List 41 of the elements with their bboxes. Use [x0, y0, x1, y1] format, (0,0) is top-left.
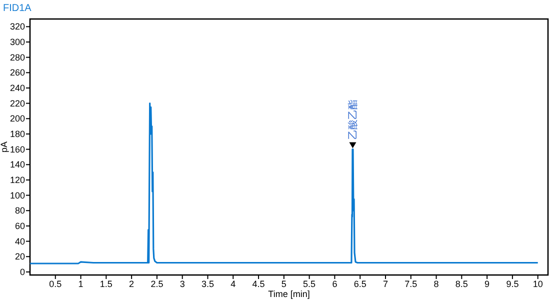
y-tick-label: 20	[14, 252, 25, 262]
x-tick-label: 1.5	[100, 279, 112, 289]
y-tick-label: 140	[10, 160, 25, 170]
y-tick-label: 160	[10, 144, 25, 154]
x-tick-label: 4	[230, 279, 236, 289]
y-tick-label: 280	[10, 52, 25, 62]
y-tick-label: 300	[10, 36, 25, 47]
y-tick-label: 40	[14, 236, 25, 246]
annotation: 乙酸乙酯	[347, 99, 360, 140]
x-axis-title: Time [min]	[268, 289, 310, 299]
x-tick-label: 9	[484, 279, 490, 289]
x-tick-label: 8.5	[455, 279, 468, 289]
x-tick-label: 0.5	[49, 279, 62, 289]
x-tick-label: 5.5	[303, 279, 316, 289]
x-tick-label: 3	[180, 279, 185, 289]
x-tick-label: 2.5	[150, 279, 164, 289]
x-tick-label: 9.5	[506, 279, 519, 289]
x-tick-label: 6	[332, 279, 338, 289]
y-axis-title: pA	[0, 141, 9, 153]
y-tick-label: 100	[10, 190, 25, 200]
y-tick-label: 180	[10, 128, 25, 139]
x-tick-label: 7	[382, 279, 388, 289]
y-tick-label: 60	[14, 220, 25, 231]
x-tick-label: 7.5	[404, 279, 418, 289]
x-tick-label: 1	[78, 279, 84, 289]
x-tick-label: 5	[281, 279, 286, 289]
y-tick-label: 220	[10, 98, 25, 108]
y-tick-label: 80	[14, 206, 25, 216]
y-tick-label: 260	[10, 68, 25, 78]
x-tick-label: 6.5	[354, 279, 366, 289]
y-tick-label: 200	[10, 114, 25, 124]
chart-title: FID1A	[3, 3, 32, 14]
y-tick-label: 240	[10, 82, 25, 93]
x-tick-label: 8	[434, 279, 439, 289]
y-tick-label: 320	[10, 22, 25, 32]
y-tick-label: 0	[20, 266, 25, 277]
x-tick-label: 10	[532, 279, 543, 289]
y-tick-label: 120	[10, 174, 25, 185]
x-tick-label: 2	[129, 279, 134, 289]
x-tick-label: 3.5	[201, 279, 214, 289]
x-tick-label: 4.5	[252, 279, 265, 289]
